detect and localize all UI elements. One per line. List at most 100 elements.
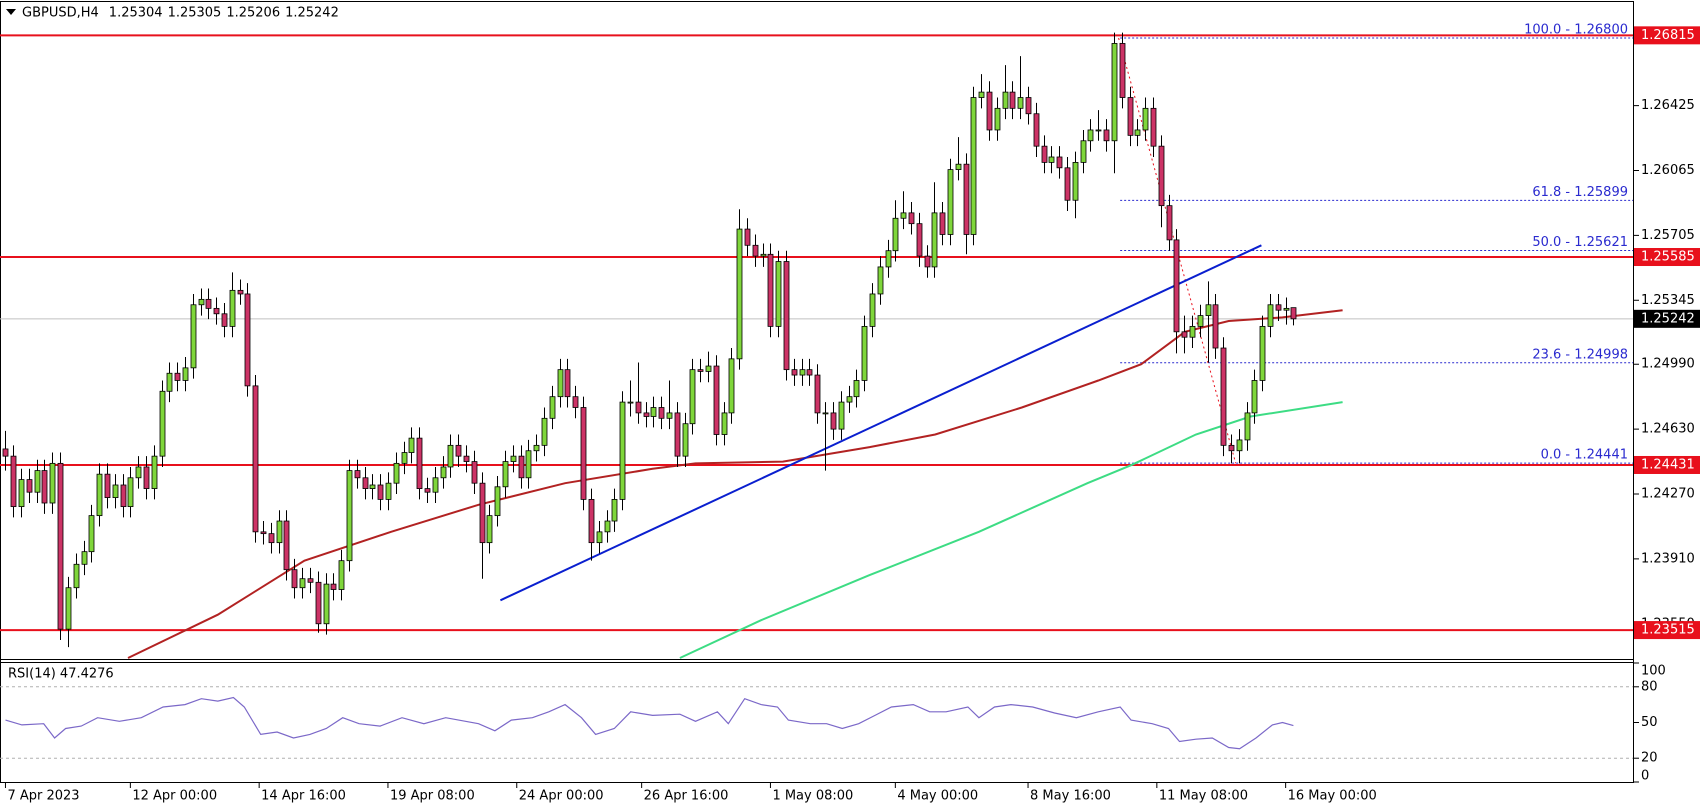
candle-body <box>81 551 88 565</box>
candle-body <box>744 228 751 246</box>
candle-body <box>619 401 626 500</box>
candle-body <box>580 407 587 500</box>
y-tick-label: 1.25345 <box>1641 293 1695 308</box>
y-tick-label: 1.25705 <box>1641 228 1695 243</box>
candle-body <box>643 412 650 417</box>
candle-body <box>986 91 993 131</box>
candle-body <box>689 369 696 425</box>
candle-body <box>728 358 735 414</box>
candle-body <box>908 212 915 225</box>
candle-body <box>1220 347 1227 446</box>
candle-body <box>88 515 95 553</box>
candle-body <box>377 484 384 500</box>
candle-body <box>682 423 689 457</box>
candle-body <box>1267 304 1274 327</box>
candle-body <box>596 531 603 544</box>
candle-body <box>369 484 376 489</box>
candle-body <box>674 412 681 457</box>
rsi-y-tick-label: 20 <box>1641 751 1658 766</box>
level-price-box <box>1634 248 1700 267</box>
candle-body <box>861 325 868 381</box>
level-price-box <box>1634 621 1700 640</box>
candle-body <box>166 372 173 392</box>
candle-body <box>65 587 72 630</box>
x-tick-label: 24 Apr 00:00 <box>519 789 604 804</box>
candle-body <box>252 385 259 533</box>
candle-body <box>822 412 829 415</box>
candle-body <box>346 470 353 562</box>
candle-body <box>588 499 595 544</box>
candle-body <box>533 444 540 452</box>
trendline <box>499 244 1262 602</box>
fib-label: 61.8 - 1.25899 <box>1532 185 1628 200</box>
y-tick-label: 1.24630 <box>1641 422 1695 437</box>
candle-body <box>479 482 486 544</box>
candle-body <box>268 533 275 544</box>
candle-body <box>627 401 634 404</box>
candle-body <box>135 466 142 479</box>
candle-body <box>104 473 111 499</box>
rsi-y-tick-label: 0 <box>1641 769 1649 784</box>
candle-body <box>26 479 33 493</box>
candle-body <box>767 253 774 327</box>
candle-body <box>947 169 954 235</box>
candle-body <box>96 473 103 517</box>
candle-body <box>486 515 493 544</box>
candle-body <box>260 531 267 535</box>
candle-body <box>190 304 197 369</box>
rsi-y-tick-label: 80 <box>1641 679 1658 694</box>
candle-body <box>205 298 212 309</box>
menu-triangle <box>6 9 16 15</box>
candle-body <box>736 228 743 360</box>
level-price-label: 1.25585 <box>1641 250 1695 265</box>
candle-body <box>112 484 119 499</box>
candle-body <box>783 261 790 371</box>
candle-body <box>276 520 283 544</box>
header-ohlc: 1.25304 <box>109 6 163 21</box>
candle-body <box>10 455 17 508</box>
candle-body <box>869 293 876 327</box>
level-price-label: 1.26815 <box>1641 28 1695 43</box>
candle-body <box>885 250 892 268</box>
candle-body <box>1119 43 1126 98</box>
candle-body <box>924 255 931 268</box>
fib-label: 100.0 - 1.26800 <box>1524 23 1628 38</box>
candle-body <box>830 412 837 430</box>
candle-body <box>440 466 447 479</box>
candle-body <box>1290 307 1297 320</box>
x-tick-label: 1 May 08:00 <box>772 789 853 804</box>
candle-body <box>994 107 1001 131</box>
candle-body <box>18 479 25 508</box>
candle-body <box>323 583 330 625</box>
candle-body <box>151 455 158 489</box>
candle-body <box>572 396 579 408</box>
candle-body <box>244 293 251 387</box>
candle-body <box>1181 331 1188 338</box>
header-ohlc: 1.25305 <box>168 6 222 21</box>
candle-body <box>1041 145 1048 163</box>
candle-body <box>814 374 821 414</box>
candle-body <box>1197 315 1204 327</box>
candle-body <box>159 390 166 457</box>
candle-body <box>127 477 134 508</box>
candle-body <box>338 560 345 590</box>
x-tick-label: 8 May 16:00 <box>1030 789 1111 804</box>
candle-body <box>1033 113 1040 147</box>
candle-body <box>455 444 462 457</box>
candle-body <box>1095 129 1102 132</box>
x-tick-label: 7 Apr 2023 <box>7 789 79 804</box>
candle-body <box>1056 156 1063 169</box>
candle-body <box>658 407 665 419</box>
candle-body <box>424 488 431 493</box>
candle-body <box>510 455 517 462</box>
candle-body <box>291 569 298 589</box>
candle-body <box>705 365 712 372</box>
candle-body <box>143 466 150 489</box>
candle-body <box>1009 91 1016 109</box>
candle-body <box>2 448 9 457</box>
candle-body <box>49 462 56 504</box>
candle-body <box>315 581 322 625</box>
candle-body <box>1275 304 1282 311</box>
